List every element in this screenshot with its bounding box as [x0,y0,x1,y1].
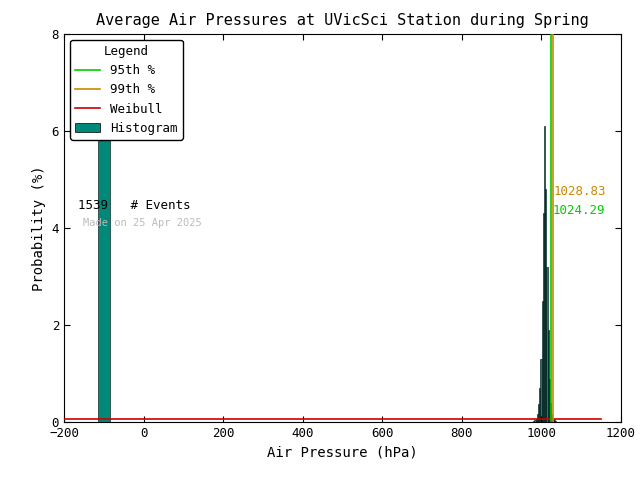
Legend: 95th %, 99th %, Weibull, Histogram: 95th %, 99th %, Weibull, Histogram [70,40,183,140]
Bar [547,267,548,422]
Bar [540,359,541,422]
Bar [544,126,545,422]
Bar [538,404,540,422]
Y-axis label: Probability (%): Probability (%) [32,165,46,291]
Bar [548,330,549,422]
Bar [551,414,552,422]
Bar [550,403,551,422]
Bar [549,379,550,422]
Text: 1024.29: 1024.29 [552,204,605,217]
Bar [533,421,534,422]
Bar [536,419,537,422]
X-axis label: Air Pressure (hPa): Air Pressure (hPa) [267,446,418,460]
Text: 1028.83: 1028.83 [554,185,607,198]
Text: Made on 25 Apr 2025: Made on 25 Apr 2025 [83,218,202,228]
Text: 1539   # Events: 1539 # Events [78,199,191,212]
Bar [534,420,536,422]
Bar [537,414,538,422]
Bar [554,420,555,422]
Bar [543,214,544,422]
Bar [541,301,543,422]
Bar [555,421,556,422]
Title: Average Air Pressures at UVicSci Station during Spring: Average Air Pressures at UVicSci Station… [96,13,589,28]
Bar [545,189,547,422]
Bar [552,419,554,422]
Bar [98,91,109,422]
